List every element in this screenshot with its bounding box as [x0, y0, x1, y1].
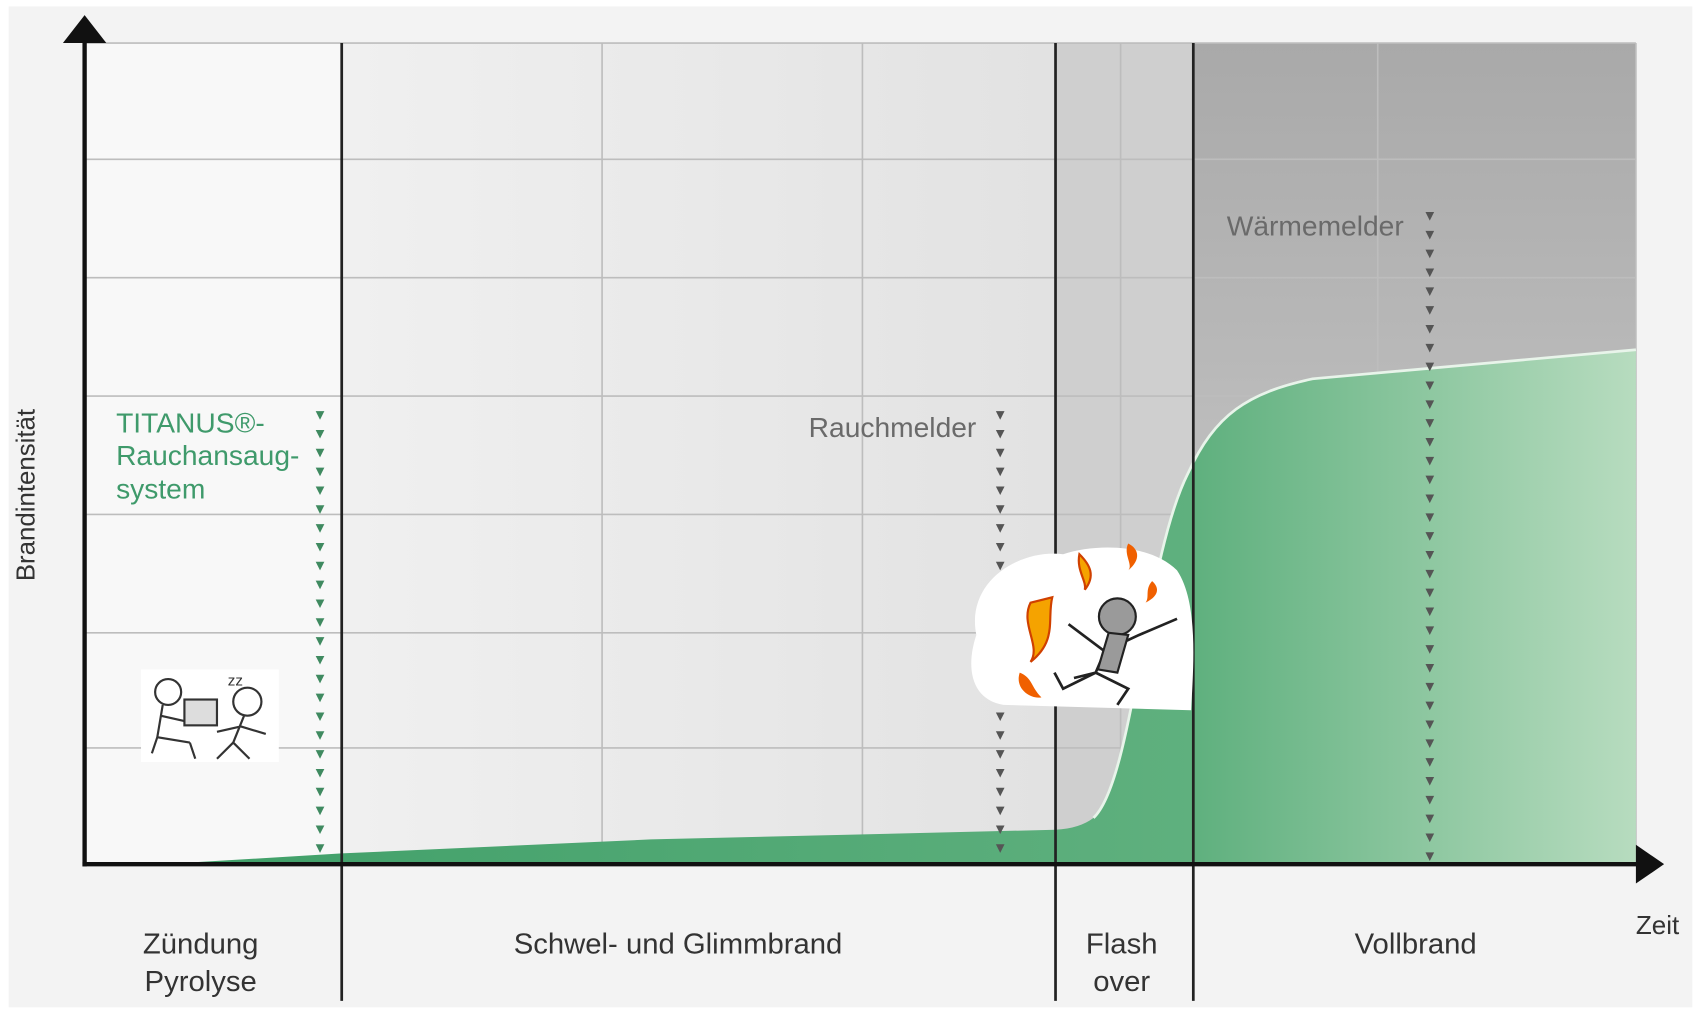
detector-label: TITANUS®- — [116, 408, 265, 439]
page: {"axes": {"y_label": "Brandintensität", … — [0, 0, 1701, 1017]
detector-label: Rauchansaug- — [116, 440, 299, 471]
phase-label: Pyrolyse — [145, 966, 257, 998]
phase-label: Zündung — [143, 929, 259, 961]
x-axis-label: Zeit — [1636, 912, 1680, 940]
phase-bg — [342, 43, 1056, 864]
detector-label: Wärmemelder — [1227, 211, 1404, 242]
diagram: Brandintensität Zeit Zündung Pyrolyse Sc… — [0, 0, 1701, 1017]
phase-label: Flash — [1086, 929, 1158, 961]
phase-label: Vollbrand — [1355, 929, 1477, 961]
detector-label: Rauchmelder — [809, 412, 977, 443]
phase-label: Schwel- und Glimmbrand — [514, 929, 843, 961]
phase-label: over — [1093, 966, 1150, 998]
detector-label: system — [116, 473, 205, 504]
cartoon-people: zz — [141, 669, 279, 762]
svg-text:zz: zz — [228, 673, 243, 690]
y-axis-label: Brandintensität — [13, 408, 41, 581]
